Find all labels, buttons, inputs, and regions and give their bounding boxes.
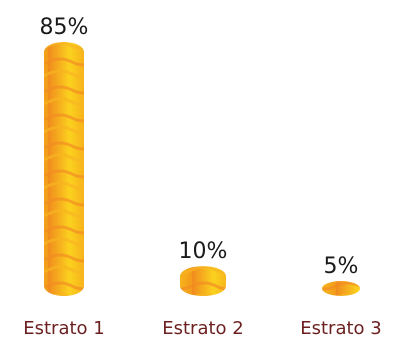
value-label-3: 5% [324, 254, 359, 279]
category-label-2: Estrato 2 [162, 318, 243, 339]
category-label-1: Estrato 1 [23, 318, 104, 339]
bar-2 [180, 266, 226, 296]
value-label-2: 10% [179, 239, 228, 264]
bar-1 [44, 42, 84, 296]
bar-3 [322, 281, 360, 296]
value-label-1: 85% [40, 15, 89, 40]
bars-group [44, 42, 360, 296]
labels-group: 85% Estrato 1 10% Estrato 2 5% Estrato 3 [23, 15, 381, 339]
category-label-3: Estrato 3 [300, 318, 381, 339]
